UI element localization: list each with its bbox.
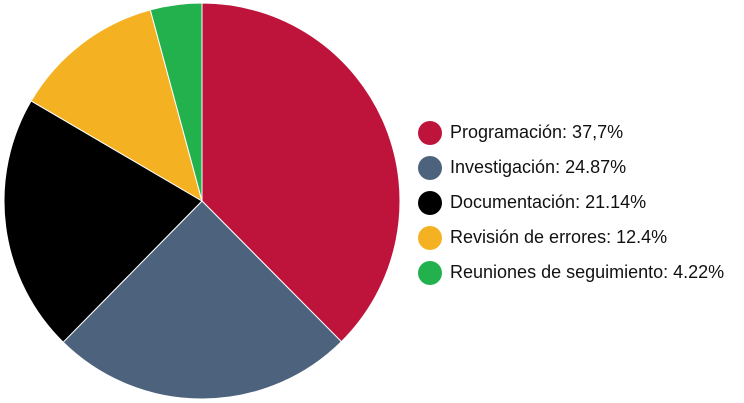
pie-slice-revision-de-errores [30,9,203,203]
pie-slice-documentacion [3,100,203,343]
legend-item-documentacion: Documentación: 21.14% [418,185,724,220]
legend-item-programacion: Programación: 37,7% [418,115,724,150]
legend-swatch-investigacion [418,155,442,180]
legend-label-documentacion: Documentación: 21.14% [450,192,647,212]
pie-slice-reuniones-de-seguimiento [149,2,203,202]
legend-swatch-reuniones-de-seguimiento [418,260,442,285]
pie-slice-programacion [201,2,401,343]
legend-item-investigacion: Investigación: 24.87% [418,150,724,185]
pie-chart [3,2,401,400]
legend-label-investigacion: Investigación: 24.87% [450,157,627,177]
chart-legend: Programación: 37,7% Investigación: 24.87… [418,115,724,290]
legend-item-reuniones-de-seguimiento: Reuniones de seguimiento: 4.22% [418,255,724,290]
legend-label-revision-de-errores: Revisión de errores: 12.4% [450,227,668,247]
legend-swatch-programacion [418,120,442,145]
legend-item-revision-de-errores: Revisión de errores: 12.4% [418,220,724,255]
legend-label-programacion: Programación: 37,7% [450,122,624,142]
pie-slice-investigacion [62,200,343,400]
legend-swatch-revision-de-errores [418,225,442,250]
legend-label-reuniones-de-seguimiento: Reuniones de seguimiento: 4.22% [450,262,725,282]
legend-swatch-documentacion [418,190,442,215]
